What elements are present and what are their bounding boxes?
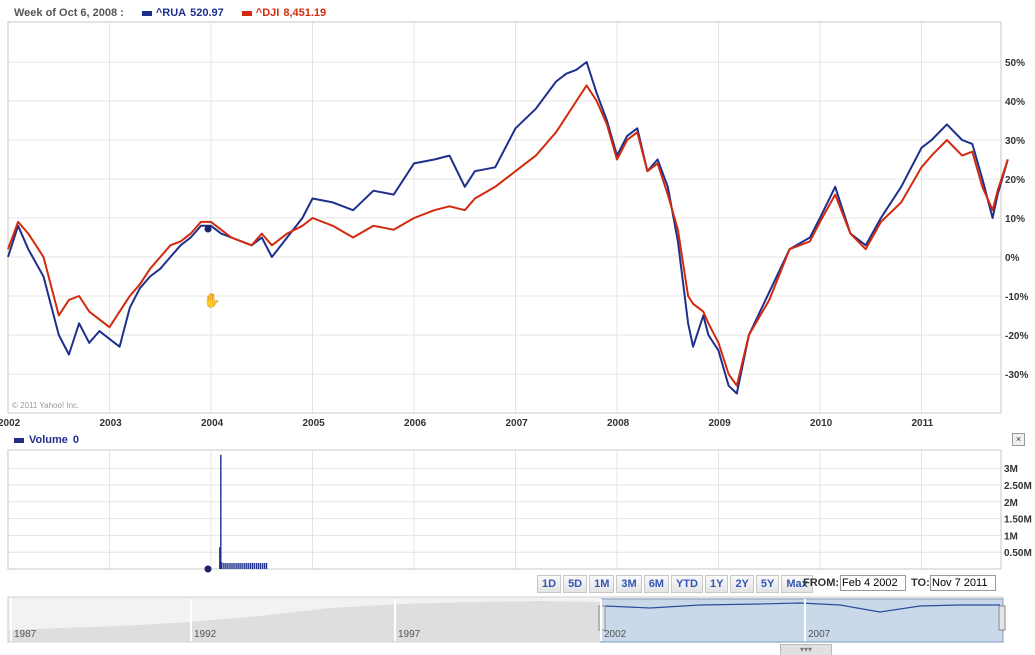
range-button-5y[interactable]: 5Y <box>755 575 780 593</box>
range-button-1d[interactable]: 1D <box>537 575 562 593</box>
price-series-line-rua <box>7 61 1009 395</box>
legend-period: Week of Oct 6, 2008 : <box>14 7 124 19</box>
dji-swatch-icon <box>241 10 252 16</box>
to-date-input[interactable] <box>930 575 996 591</box>
price-y-tick-label: 10% <box>1005 214 1025 225</box>
price-x-tick-label: 2006 <box>404 418 427 429</box>
price-y-tick-label: -30% <box>1005 370 1028 381</box>
legend-item-dji[interactable]: ^DJI 8,451.19 <box>241 7 327 19</box>
range-button-2y[interactable]: 2Y <box>730 575 754 593</box>
price-y-tick-label: -10% <box>1005 292 1028 303</box>
volume-legend: Volume 0 <box>14 434 79 446</box>
price-series-group <box>7 61 1009 395</box>
price-x-tick-label: 2005 <box>303 418 326 429</box>
price-y-axis: 50% 40% 30% 20% 10% 0% -10% -20% -30% <box>1005 58 1028 381</box>
close-volume-button[interactable]: × <box>1012 433 1025 446</box>
rua-swatch-icon <box>141 10 152 16</box>
volume-value: 0 <box>72 434 80 446</box>
to-label: TO: <box>911 577 930 589</box>
price-y-tick-label: 50% <box>1005 58 1025 69</box>
price-x-tick-label: 2008 <box>607 418 630 429</box>
price-x-tick-label: 2003 <box>100 418 123 429</box>
chart-legend: Week of Oct 6, 2008 : ^RUA 520.97 ^DJI 8… <box>14 6 326 20</box>
price-x-tick-label: 2002 <box>0 418 21 429</box>
price-y-tick-label: 20% <box>1005 175 1025 186</box>
legend-dji-label: ^DJI <box>255 7 280 19</box>
close-icon: × <box>1015 434 1022 444</box>
range-button-ytd[interactable]: YTD <box>670 575 703 593</box>
range-button-3m[interactable]: 3M <box>616 575 642 593</box>
hand-cursor-icon: ✋ <box>203 292 220 308</box>
range-button-6m[interactable]: 6M <box>643 575 669 593</box>
price-y-tick-label: 40% <box>1005 97 1025 108</box>
legend-rua-label: ^RUA <box>155 7 187 19</box>
legend-dji-value: 8,451.19 <box>283 7 327 19</box>
price-y-tick-label: 0% <box>1005 253 1020 264</box>
legend-rua-value: 520.97 <box>190 7 224 19</box>
volume-swatch-icon <box>14 437 24 443</box>
range-button-max[interactable]: Max <box>781 575 813 593</box>
price-chart-grid <box>7 22 1001 413</box>
price-y-tick-label: -20% <box>1005 331 1028 342</box>
copyright-text: © 2011 Yahoo! Inc. <box>12 401 79 410</box>
crosshair-marker <box>204 225 212 233</box>
range-button-1y[interactable]: 1Y <box>704 575 729 593</box>
price-series-line-dji <box>7 84 1009 387</box>
price-x-tick-label: 2007 <box>506 418 529 429</box>
volume-label: Volume <box>29 434 68 446</box>
range-button-5d[interactable]: 5D <box>563 575 588 593</box>
price-x-tick-label: 2011 <box>912 418 934 429</box>
from-label: FROM: <box>803 577 840 589</box>
price-chart-border <box>7 21 1002 414</box>
price-x-tick-label: 2010 <box>810 418 833 429</box>
range-button-group: 1D 5D 1M 3M 6M YTD 1Y 2Y 5Y Max <box>537 575 815 593</box>
scroll-grip-icon[interactable]: ▾▾▾ <box>780 644 832 655</box>
price-x-tick-label: 2009 <box>709 418 732 429</box>
price-y-tick-label: 30% <box>1005 136 1025 147</box>
price-x-axis: 2002 2003 2004 2005 2006 2007 2008 2009 2010 2011 <box>0 418 934 429</box>
legend-item-rua[interactable]: ^RUA 520.97 <box>141 7 224 19</box>
from-date-input[interactable] <box>840 575 906 591</box>
price-x-tick-label: 2004 <box>201 418 224 429</box>
range-button-1m[interactable]: 1M <box>589 575 615 593</box>
